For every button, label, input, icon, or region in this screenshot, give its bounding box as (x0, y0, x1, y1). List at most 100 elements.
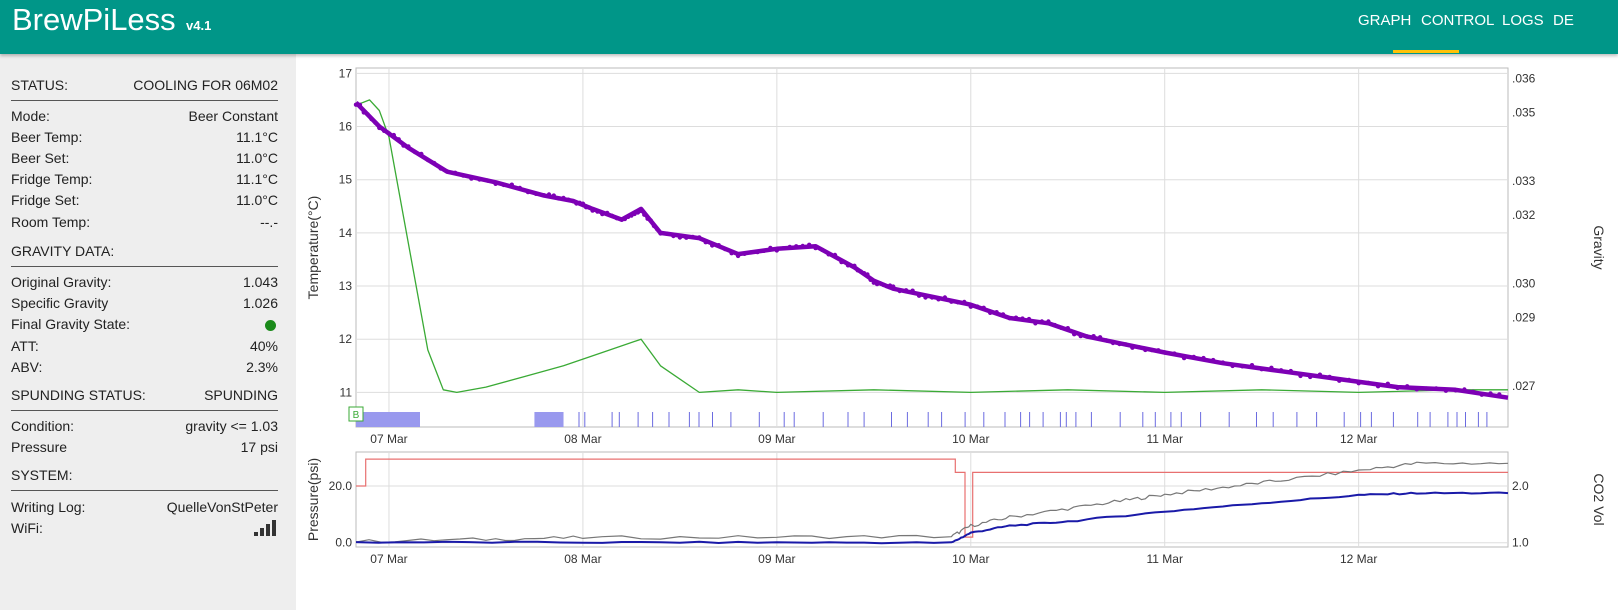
y2-axis-title: CO2 Vol (1591, 473, 1607, 525)
y2-tick-label: .035 (1512, 105, 1536, 119)
row-label: Fridge Temp: (11, 171, 93, 187)
gravity-point (541, 193, 547, 198)
row-value: 1.026 (242, 295, 278, 311)
gravity-point (868, 277, 873, 282)
gravity-series-line (354, 101, 1509, 400)
tab-logs[interactable]: LOGS (1502, 12, 1544, 29)
gravity-point (1230, 363, 1235, 369)
gravity-point (988, 310, 993, 315)
gravity-point (658, 231, 663, 236)
writing-log-row: Writing Log: QuelleVonStPeter (11, 499, 278, 519)
att-row: ATT: 40% (11, 338, 278, 358)
gravity-point (493, 181, 498, 186)
gravity-point (1470, 389, 1476, 394)
temperature-gravity-chart[interactable]: B 07 Mar 08 Mar 09 Mar 10 Mar 11 Mar 12 Mar 17… (296, 54, 1618, 452)
chart-labels: 07 Mar 08 Mar 09 Mar 10 Mar 11 Mar 12 Mar 20.0… (305, 458, 1607, 566)
mode-row: Mode: Beer Constant (11, 108, 278, 128)
gravity-point (1317, 372, 1323, 377)
gravity-point (1308, 374, 1313, 380)
gravity-point (401, 143, 406, 148)
gravity-point (942, 295, 948, 300)
beer-temperature-series-line (355, 99, 1508, 394)
gravity-point (587, 205, 592, 210)
x-tick-label: 07 Mar (370, 552, 407, 566)
y-axis-title: Pressure(psi) (305, 458, 321, 541)
gravity-point (729, 251, 734, 256)
gravity-point (1395, 385, 1400, 391)
chart-series-group (355, 458, 1509, 545)
row-label: ATT: (11, 338, 39, 354)
system-header-label: SYSTEM: (11, 467, 73, 483)
chart-grid (355, 451, 1509, 548)
y-tick-label: 0.0 (335, 536, 352, 550)
status-value: COOLING FOR 06M02 (133, 77, 278, 93)
gravity-point (819, 247, 825, 252)
row-label: Mode: (11, 108, 50, 124)
gravity-point (1298, 373, 1303, 379)
gravity-point (419, 151, 424, 157)
tab-graph[interactable]: GRAPH (1358, 12, 1412, 29)
room-temp-row: Room Temp: --.- (11, 214, 278, 234)
gravity-point (551, 193, 556, 198)
gravity-point (373, 120, 378, 125)
row-value: 1.043 (242, 274, 278, 290)
gravity-point (891, 284, 896, 289)
y2-tick-label: 2.0 (1512, 479, 1529, 493)
gravity-point (533, 191, 539, 196)
pressure-co2-chart[interactable]: 07 Mar 08 Mar 09 Mar 10 Mar 11 Mar 12 Mar 20.0… (296, 446, 1618, 581)
fridge-set-row: Fridge Set: 11.0°C (11, 192, 278, 212)
tab-device[interactable]: DE (1553, 12, 1574, 29)
gravity-point (1123, 342, 1129, 347)
row-value: 11.0°C (236, 150, 278, 166)
row-value: 11.1°C (236, 129, 278, 145)
gravity-point (1443, 388, 1449, 393)
condition-row: Condition: gravity <= 1.03 (11, 418, 278, 438)
gravity-point (361, 110, 366, 115)
gravity-point (438, 166, 443, 171)
x-tick-label: 09 Mar (758, 552, 795, 566)
y-tick-label: 12 (339, 332, 353, 346)
gravity-point (357, 102, 363, 107)
row-label: Pressure (11, 439, 68, 455)
gravity-point (1110, 340, 1116, 346)
gravity-point (1149, 347, 1154, 353)
gravity-point (1259, 367, 1264, 372)
tab-control[interactable]: CONTROL (1421, 12, 1495, 29)
gravity-point (501, 182, 506, 188)
gravity-point (595, 209, 600, 214)
gravity-point (1065, 326, 1070, 331)
x-tick-label: 07 Mar (370, 432, 407, 446)
gravity-point (561, 195, 566, 201)
row-label: Fridge Set: (11, 192, 80, 208)
row-label: Beer Set: (11, 150, 70, 166)
gravity-point (903, 288, 909, 293)
gravity-point (1220, 360, 1226, 365)
x-tick-label: 08 Mar (564, 432, 601, 446)
chart-labels: 07 Mar 08 Mar 09 Mar 10 Mar 11 Mar 12 Mar 17 16… (305, 66, 1607, 446)
gravity-point (671, 233, 676, 239)
gravity-point (871, 280, 876, 285)
y-tick-label: 17 (339, 66, 353, 80)
annotation-marker-icon[interactable]: B (348, 406, 364, 422)
app-title[interactable]: BrewPiLess (12, 2, 176, 37)
gravity-point (509, 182, 514, 187)
x-tick-label: 11 Mar (1146, 552, 1182, 566)
gravity-point (968, 304, 973, 309)
gravity-point (710, 243, 715, 248)
gravity-point (369, 116, 374, 122)
gravity-point (774, 248, 779, 253)
gravity-point (406, 144, 411, 149)
specific-gravity-row: Specific Gravity 1.026 (11, 295, 278, 315)
gravity-point (813, 245, 818, 251)
gravity-point (365, 112, 370, 117)
gravity-header-label: GRAVITY DATA: (11, 243, 115, 259)
gravity-point (690, 234, 695, 240)
gravity-point (1117, 341, 1122, 347)
gravity-point (839, 259, 844, 265)
gravity-point (477, 177, 482, 182)
pressure-setpoint-series-line (356, 458, 1508, 538)
gravity-point (425, 157, 430, 163)
gravity-point (651, 223, 657, 229)
gravity-point (994, 310, 999, 315)
gravity-point (1479, 392, 1485, 397)
